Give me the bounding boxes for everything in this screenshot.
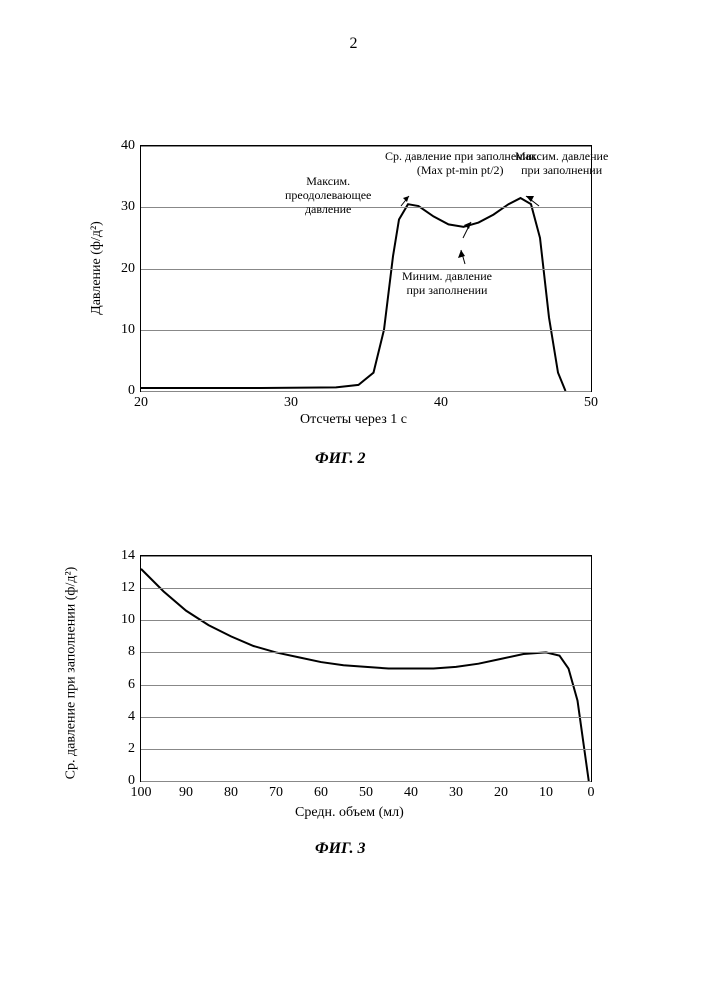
xtick-label: 30 bbox=[449, 781, 463, 801]
page-number: 2 bbox=[0, 35, 707, 53]
arrow-head-icon bbox=[458, 250, 465, 258]
gridline bbox=[141, 556, 591, 557]
xtick-label: 50 bbox=[359, 781, 373, 801]
fig2-anno-avg-fill: Ср. давление при заполнении(Max pt-min p… bbox=[385, 150, 535, 178]
fig2-xlabel: Отсчеты через 1 с bbox=[300, 412, 407, 428]
ytick-label: 12 bbox=[121, 580, 141, 596]
fig3-plot-area: 024681012141009080706050403020100 bbox=[140, 555, 592, 782]
xtick-label: 50 bbox=[584, 391, 598, 411]
fig2-caption: ФИГ. 2 bbox=[315, 450, 366, 468]
gridline bbox=[141, 588, 591, 589]
fig3-xlabel: Средн. объем (мл) bbox=[295, 805, 404, 821]
xtick-label: 30 bbox=[284, 391, 298, 411]
fig2-anno-max-break: Максим.преодолевающеедавление bbox=[285, 175, 371, 216]
gridline bbox=[141, 685, 591, 686]
xtick-label: 40 bbox=[434, 391, 448, 411]
xtick-label: 90 bbox=[179, 781, 193, 801]
fig3-caption: ФИГ. 3 bbox=[315, 840, 366, 858]
ytick-label: 6 bbox=[128, 677, 141, 693]
xtick-label: 10 bbox=[539, 781, 553, 801]
fig2-ylabel: Давление (ф/д²) bbox=[89, 221, 105, 315]
gridline bbox=[141, 620, 591, 621]
xtick-label: 80 bbox=[224, 781, 238, 801]
page: 2 0 10 20 30 40 20 30 40 50 Максим.преодолевающе… bbox=[0, 0, 707, 1000]
ytick-label: 4 bbox=[128, 709, 141, 725]
xtick-label: 100 bbox=[131, 781, 152, 801]
xtick-label: 20 bbox=[134, 391, 148, 411]
ytick-label: 40 bbox=[121, 138, 141, 154]
fig2-anno-max-fill: Максим. давлениепри заполнении bbox=[515, 150, 608, 178]
ytick-label: 20 bbox=[121, 261, 141, 277]
fig2-series-line bbox=[141, 198, 566, 391]
xtick-label: 40 bbox=[404, 781, 418, 801]
xtick-label: 60 bbox=[314, 781, 328, 801]
gridline bbox=[141, 749, 591, 750]
ytick-label: 14 bbox=[121, 548, 141, 564]
ytick-label: 10 bbox=[121, 322, 141, 338]
gridline bbox=[141, 717, 591, 718]
gridline bbox=[141, 652, 591, 653]
ytick-label: 30 bbox=[121, 199, 141, 215]
xtick-label: 70 bbox=[269, 781, 283, 801]
ytick-label: 8 bbox=[128, 644, 141, 660]
ytick-label: 10 bbox=[121, 612, 141, 628]
gridline bbox=[141, 269, 591, 270]
fig3-ylabel: Ср. давление при заполнении (ф/д²) bbox=[63, 567, 79, 780]
fig2-anno-min-fill: Миним. давлениепри заполнении bbox=[402, 270, 492, 298]
gridline bbox=[141, 146, 591, 147]
gridline bbox=[141, 391, 591, 392]
gridline bbox=[141, 330, 591, 331]
xtick-label: 0 bbox=[588, 781, 595, 801]
xtick-label: 20 bbox=[494, 781, 508, 801]
arrow-head-icon bbox=[403, 196, 409, 202]
ytick-label: 2 bbox=[128, 741, 141, 757]
